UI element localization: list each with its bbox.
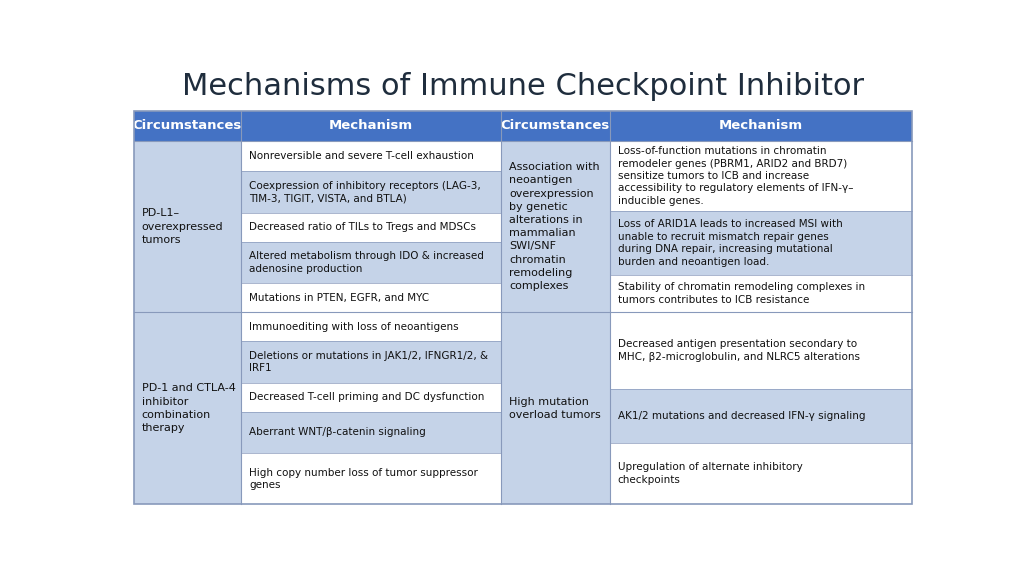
Bar: [609, 211, 911, 274]
Bar: [609, 312, 911, 389]
Text: AK1/2 mutations and decreased IFN-γ signaling: AK1/2 mutations and decreased IFN-γ sign…: [618, 411, 864, 421]
Text: Immunoediting with loss of neoantigens: Immunoediting with loss of neoantigens: [249, 322, 459, 332]
Bar: [609, 274, 911, 312]
Bar: [500, 141, 609, 312]
Bar: [133, 111, 911, 504]
Bar: [240, 242, 500, 284]
Bar: [240, 341, 500, 383]
Bar: [240, 453, 500, 504]
Text: Mutations in PTEN, EGFR, and MYC: Mutations in PTEN, EGFR, and MYC: [249, 293, 429, 303]
Bar: [609, 141, 911, 211]
Text: PD-1 and CTLA-4
inhibitor
combination
therapy: PD-1 and CTLA-4 inhibitor combination th…: [142, 383, 235, 433]
Text: Decreased antigen presentation secondary to
MHC, β2-microglobulin, and NLRC5 alt: Decreased antigen presentation secondary…: [618, 339, 859, 362]
Text: Nonreversible and severe T-cell exhaustion: Nonreversible and severe T-cell exhausti…: [249, 151, 474, 161]
Text: Decreased T-cell priming and DC dysfunction: Decreased T-cell priming and DC dysfunct…: [249, 392, 484, 402]
Bar: [500, 111, 609, 141]
Bar: [133, 312, 240, 504]
Bar: [240, 141, 500, 172]
Text: Mechanisms of Immune Checkpoint Inhibitor: Mechanisms of Immune Checkpoint Inhibito…: [181, 72, 863, 101]
Text: Loss-of-function mutations in chromatin
remodeler genes (PBRM1, ARID2 and BRD7)
: Loss-of-function mutations in chromatin …: [618, 146, 853, 206]
Bar: [240, 284, 500, 312]
Text: Coexpression of inhibitory receptors (LAG-3,
TIM-3, TIGIT, VISTA, and BTLA): Coexpression of inhibitory receptors (LA…: [249, 181, 480, 203]
Text: Mechanism: Mechanism: [718, 119, 802, 133]
Text: Stability of chromatin remodeling complexes in
tumors contributes to ICB resista: Stability of chromatin remodeling comple…: [618, 282, 864, 305]
Bar: [240, 312, 500, 341]
Text: Mechanism: Mechanism: [329, 119, 413, 133]
Text: Circumstances: Circumstances: [500, 119, 609, 133]
Bar: [133, 111, 240, 141]
Text: Altered metabolism through IDO & increased
adenosine production: Altered metabolism through IDO & increas…: [249, 251, 483, 274]
Bar: [240, 412, 500, 453]
Bar: [240, 383, 500, 412]
Text: High copy number loss of tumor suppressor
genes: High copy number loss of tumor suppresso…: [249, 467, 478, 490]
Bar: [240, 111, 500, 141]
Text: Decreased ratio of TILs to Tregs and MDSCs: Decreased ratio of TILs to Tregs and MDS…: [249, 223, 476, 232]
Text: High mutation
overload tumors: High mutation overload tumors: [508, 397, 600, 420]
Text: PD-L1–
overexpressed
tumors: PD-L1– overexpressed tumors: [142, 208, 223, 245]
Text: Circumstances: Circumstances: [132, 119, 242, 133]
Text: Aberrant WNT/β-catenin signaling: Aberrant WNT/β-catenin signaling: [249, 428, 425, 437]
Bar: [133, 141, 240, 312]
Bar: [500, 312, 609, 504]
Text: Upregulation of alternate inhibitory
checkpoints: Upregulation of alternate inhibitory che…: [618, 462, 802, 484]
Bar: [240, 213, 500, 242]
Text: Association with
neoantigen
overexpression
by genetic
alterations in
mammalian
S: Association with neoantigen overexpressi…: [508, 162, 599, 291]
Text: Deletions or mutations in JAK1/2, IFNGR1/2, &
IRF1: Deletions or mutations in JAK1/2, IFNGR1…: [249, 351, 488, 373]
Bar: [609, 389, 911, 443]
Bar: [240, 172, 500, 213]
Bar: [609, 111, 911, 141]
Text: Loss of ARID1A leads to increased MSI with
unable to recruit mismatch repair gen: Loss of ARID1A leads to increased MSI wi…: [618, 219, 842, 266]
Bar: [609, 443, 911, 504]
